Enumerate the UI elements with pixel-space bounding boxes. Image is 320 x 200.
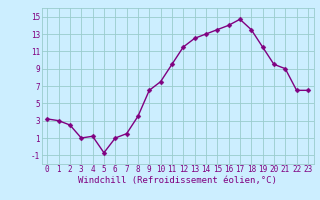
X-axis label: Windchill (Refroidissement éolien,°C): Windchill (Refroidissement éolien,°C) <box>78 176 277 185</box>
